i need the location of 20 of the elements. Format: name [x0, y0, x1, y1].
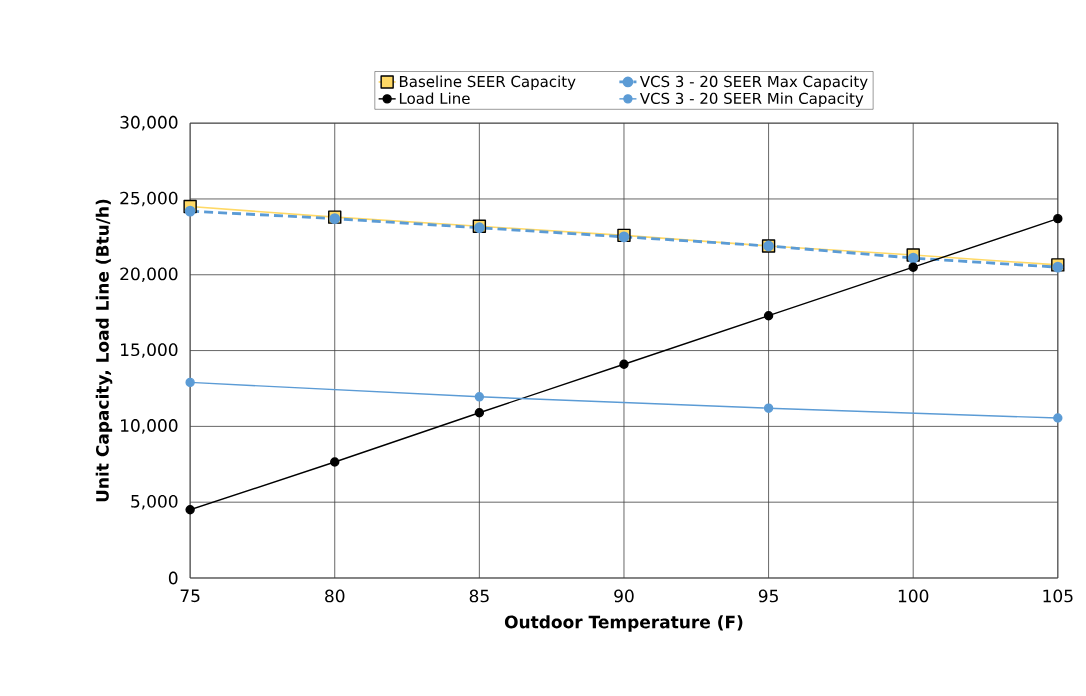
y-tick-label: 5,000 [131, 494, 178, 510]
x-tick-label: 100 [898, 589, 929, 603]
y-tick-label: 10,000 [121, 419, 178, 434]
x-tick-label: 105 [1043, 589, 1073, 603]
y-tick-label: 15,000 [121, 343, 178, 358]
y-tick-label: 0 [168, 571, 178, 585]
legend-label: Load Line [399, 92, 470, 104]
y-tick-label: 20,000 [120, 267, 178, 282]
legend-label: VCS 3 - 20 SEER Max Capacity [639, 75, 868, 90]
legend-label: VCS 3 - 20 SEER Min Capacity [639, 92, 864, 107]
x-tick-label: 85 [469, 589, 489, 603]
x-tick-label: 80 [325, 589, 345, 603]
y-tick-label: 25,000 [120, 191, 178, 207]
x-axis-title: Outdoor Temperature (F) [504, 615, 743, 632]
x-tick-label: 90 [614, 589, 634, 603]
y-tick-label: 30,000 [120, 115, 178, 131]
legend-label: Baseline SEER Capacity [399, 75, 576, 90]
x-tick-label: 75 [180, 589, 200, 603]
x-tick-label: 95 [758, 589, 778, 603]
y-axis-title: Unit Capacity, Load Line (Btu/h) [95, 199, 113, 502]
